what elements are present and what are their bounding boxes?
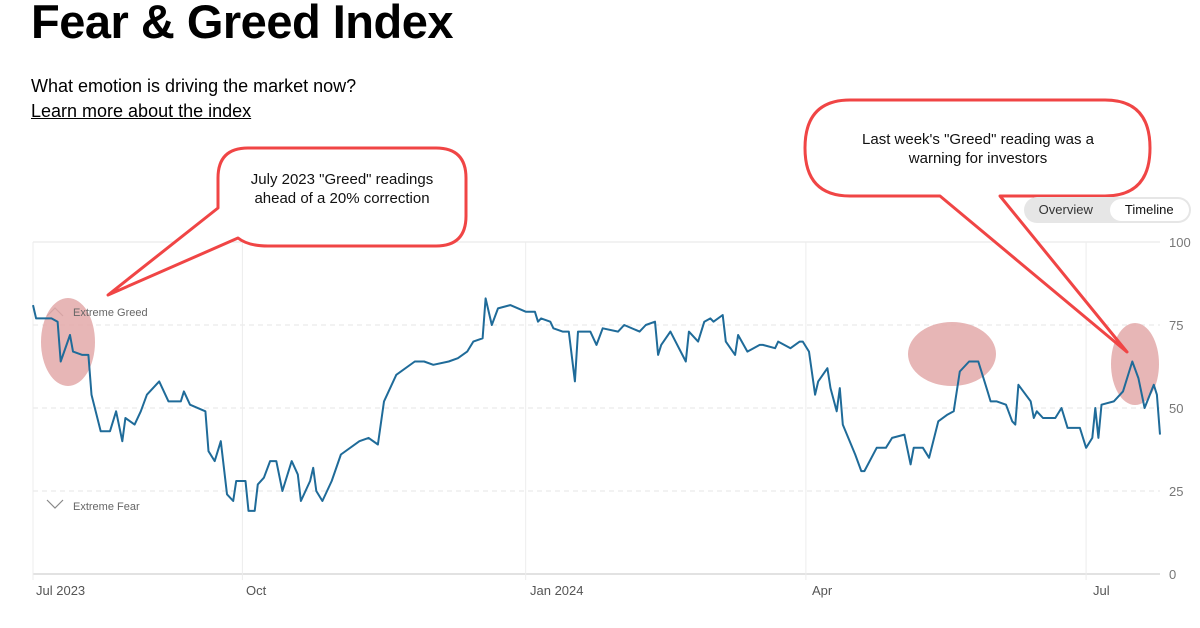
extreme-fear-label: Extreme Fear bbox=[73, 501, 140, 513]
x-tick-label: Jul 2023 bbox=[36, 583, 86, 598]
index-line bbox=[32, 297, 1161, 512]
y-tick-label: 25 bbox=[1169, 484, 1184, 499]
highlight-ellipse bbox=[1111, 323, 1159, 405]
x-tick-label: Jul bbox=[1093, 583, 1110, 598]
x-tick-label: Jan 2024 bbox=[530, 583, 584, 598]
right-callout-text: Last week's "Greed" reading was a warnin… bbox=[862, 131, 1094, 167]
left-callout-bubble bbox=[106, 146, 468, 297]
y-tick-label: 100 bbox=[1169, 235, 1191, 250]
extreme-greed-label: Extreme Greed bbox=[73, 307, 148, 319]
chevron-down-icon bbox=[46, 499, 64, 509]
toggle-timeline[interactable]: Timeline bbox=[1109, 199, 1189, 221]
y-tick-label: 50 bbox=[1169, 401, 1184, 416]
highlight-ellipse bbox=[908, 322, 996, 386]
left-callout-text: July 2023 "Greed" readings ahead of a 20… bbox=[250, 171, 434, 207]
view-toggle[interactable]: Overview Timeline bbox=[1024, 197, 1191, 223]
page-title: Fear & Greed Index bbox=[31, 0, 454, 48]
x-tick-label: Apr bbox=[812, 583, 833, 598]
x-tick-label: Oct bbox=[246, 583, 267, 598]
learn-more-link[interactable]: Learn more about the index bbox=[31, 101, 252, 121]
y-tick-label: 75 bbox=[1169, 318, 1184, 333]
right-callout-bubble bbox=[803, 98, 1152, 354]
toggle-overview[interactable]: Overview bbox=[1038, 202, 1093, 217]
page-subtitle: What emotion is driving the market now? bbox=[31, 76, 357, 96]
y-tick-label: 0 bbox=[1169, 567, 1177, 582]
